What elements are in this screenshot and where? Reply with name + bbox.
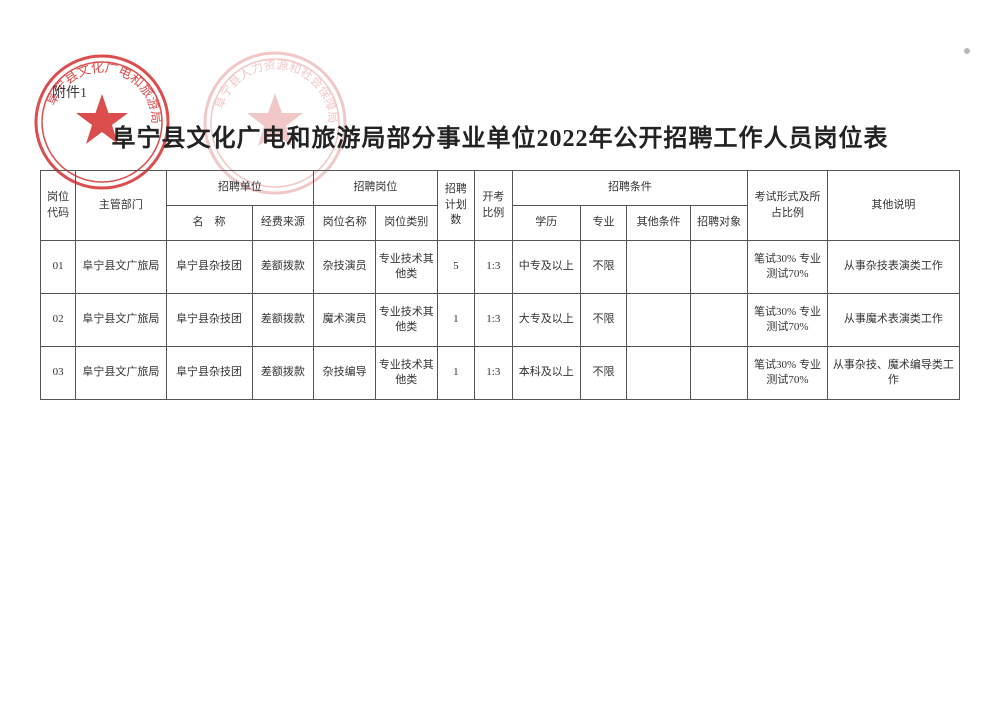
cell-post-type: 专业技术其他类 <box>375 347 437 400</box>
cell-other-cond <box>627 241 691 294</box>
cell-exam-form: 笔试30% 专业测试70% <box>748 347 827 400</box>
job-table-container: 岗位代码 主管部门 招聘单位 招聘岗位 招聘计划数 开考比例 招聘条件 考试形式… <box>40 170 960 400</box>
th-exam-form: 考试形式及所占比例 <box>748 171 827 241</box>
seal-2-text: 阜宁县人力资源和社会保障局 <box>212 58 340 124</box>
cell-note: 从事魔术表演类工作 <box>827 294 959 347</box>
cell-post-type: 专业技术其他类 <box>375 241 437 294</box>
cell-edu: 大专及以上 <box>512 294 580 347</box>
cell-code: 02 <box>41 294 76 347</box>
th-edu: 学历 <box>512 206 580 241</box>
cell-code: 03 <box>41 347 76 400</box>
th-major: 专业 <box>580 206 626 241</box>
th-post-name: 岗位名称 <box>314 206 376 241</box>
cell-post-name: 杂技演员 <box>314 241 376 294</box>
cell-major: 不限 <box>580 294 626 347</box>
th-conditions-group: 招聘条件 <box>512 171 748 206</box>
cell-target <box>691 294 748 347</box>
th-ratio: 开考比例 <box>475 171 512 241</box>
table-row: 01 阜宁县文广旅局 阜宁县杂技团 差额拨款 杂技演员 专业技术其他类 5 1:… <box>41 241 960 294</box>
cell-post-name: 魔术演员 <box>314 294 376 347</box>
th-post-type: 岗位类别 <box>375 206 437 241</box>
cell-unit-name: 阜宁县杂技团 <box>166 347 252 400</box>
table-row: 02 阜宁县文广旅局 阜宁县杂技团 差额拨款 魔术演员 专业技术其他类 1 1:… <box>41 294 960 347</box>
th-unit-name: 名 称 <box>166 206 252 241</box>
cell-post-type: 专业技术其他类 <box>375 294 437 347</box>
cell-plan: 5 <box>437 241 474 294</box>
cell-exam-form: 笔试30% 专业测试70% <box>748 241 827 294</box>
cell-unit-name: 阜宁县杂技团 <box>166 241 252 294</box>
cell-dept: 阜宁县文广旅局 <box>76 241 166 294</box>
cell-post-name: 杂技编导 <box>314 347 376 400</box>
cell-edu: 中专及以上 <box>512 241 580 294</box>
cell-fund-source: 差额拨款 <box>252 294 314 347</box>
cell-edu: 本科及以上 <box>512 347 580 400</box>
table-row: 03 阜宁县文广旅局 阜宁县杂技团 差额拨款 杂技编导 专业技术其他类 1 1:… <box>41 347 960 400</box>
cell-ratio: 1:3 <box>475 241 512 294</box>
cell-plan: 1 <box>437 294 474 347</box>
cell-unit-name: 阜宁县杂技团 <box>166 294 252 347</box>
cell-ratio: 1:3 <box>475 347 512 400</box>
cell-exam-form: 笔试30% 专业测试70% <box>748 294 827 347</box>
job-table-body: 01 阜宁县文广旅局 阜宁县杂技团 差额拨款 杂技演员 专业技术其他类 5 1:… <box>41 241 960 400</box>
th-target: 招聘对象 <box>691 206 748 241</box>
cell-note: 从事杂技、魔术编导类工作 <box>827 347 959 400</box>
cell-other-cond <box>627 347 691 400</box>
cell-note: 从事杂技表演类工作 <box>827 241 959 294</box>
svg-text:阜宁县人力资源和社会保障局: 阜宁县人力资源和社会保障局 <box>212 58 340 124</box>
job-table: 岗位代码 主管部门 招聘单位 招聘岗位 招聘计划数 开考比例 招聘条件 考试形式… <box>40 170 960 400</box>
th-recruit-unit-group: 招聘单位 <box>166 171 314 206</box>
th-fund-source: 经费来源 <box>252 206 314 241</box>
cell-dept: 阜宁县文广旅局 <box>76 347 166 400</box>
cell-ratio: 1:3 <box>475 294 512 347</box>
th-dept: 主管部门 <box>76 171 166 241</box>
th-recruit-post-group: 招聘岗位 <box>314 171 437 206</box>
cell-other-cond <box>627 294 691 347</box>
cell-fund-source: 差额拨款 <box>252 241 314 294</box>
page-title: 阜宁县文化广电和旅游局部分事业单位2022年公开招聘工作人员岗位表 <box>0 118 1000 153</box>
page-mark-dot <box>964 48 970 54</box>
cell-fund-source: 差额拨款 <box>252 347 314 400</box>
cell-code: 01 <box>41 241 76 294</box>
cell-major: 不限 <box>580 347 626 400</box>
cell-plan: 1 <box>437 347 474 400</box>
cell-dept: 阜宁县文广旅局 <box>76 294 166 347</box>
cell-target <box>691 347 748 400</box>
attachment-label: 附件1 <box>52 82 87 102</box>
cell-major: 不限 <box>580 241 626 294</box>
cell-target <box>691 241 748 294</box>
th-code: 岗位代码 <box>41 171 76 241</box>
th-plan: 招聘计划数 <box>437 171 474 241</box>
th-note: 其他说明 <box>827 171 959 241</box>
th-other-cond: 其他条件 <box>627 206 691 241</box>
